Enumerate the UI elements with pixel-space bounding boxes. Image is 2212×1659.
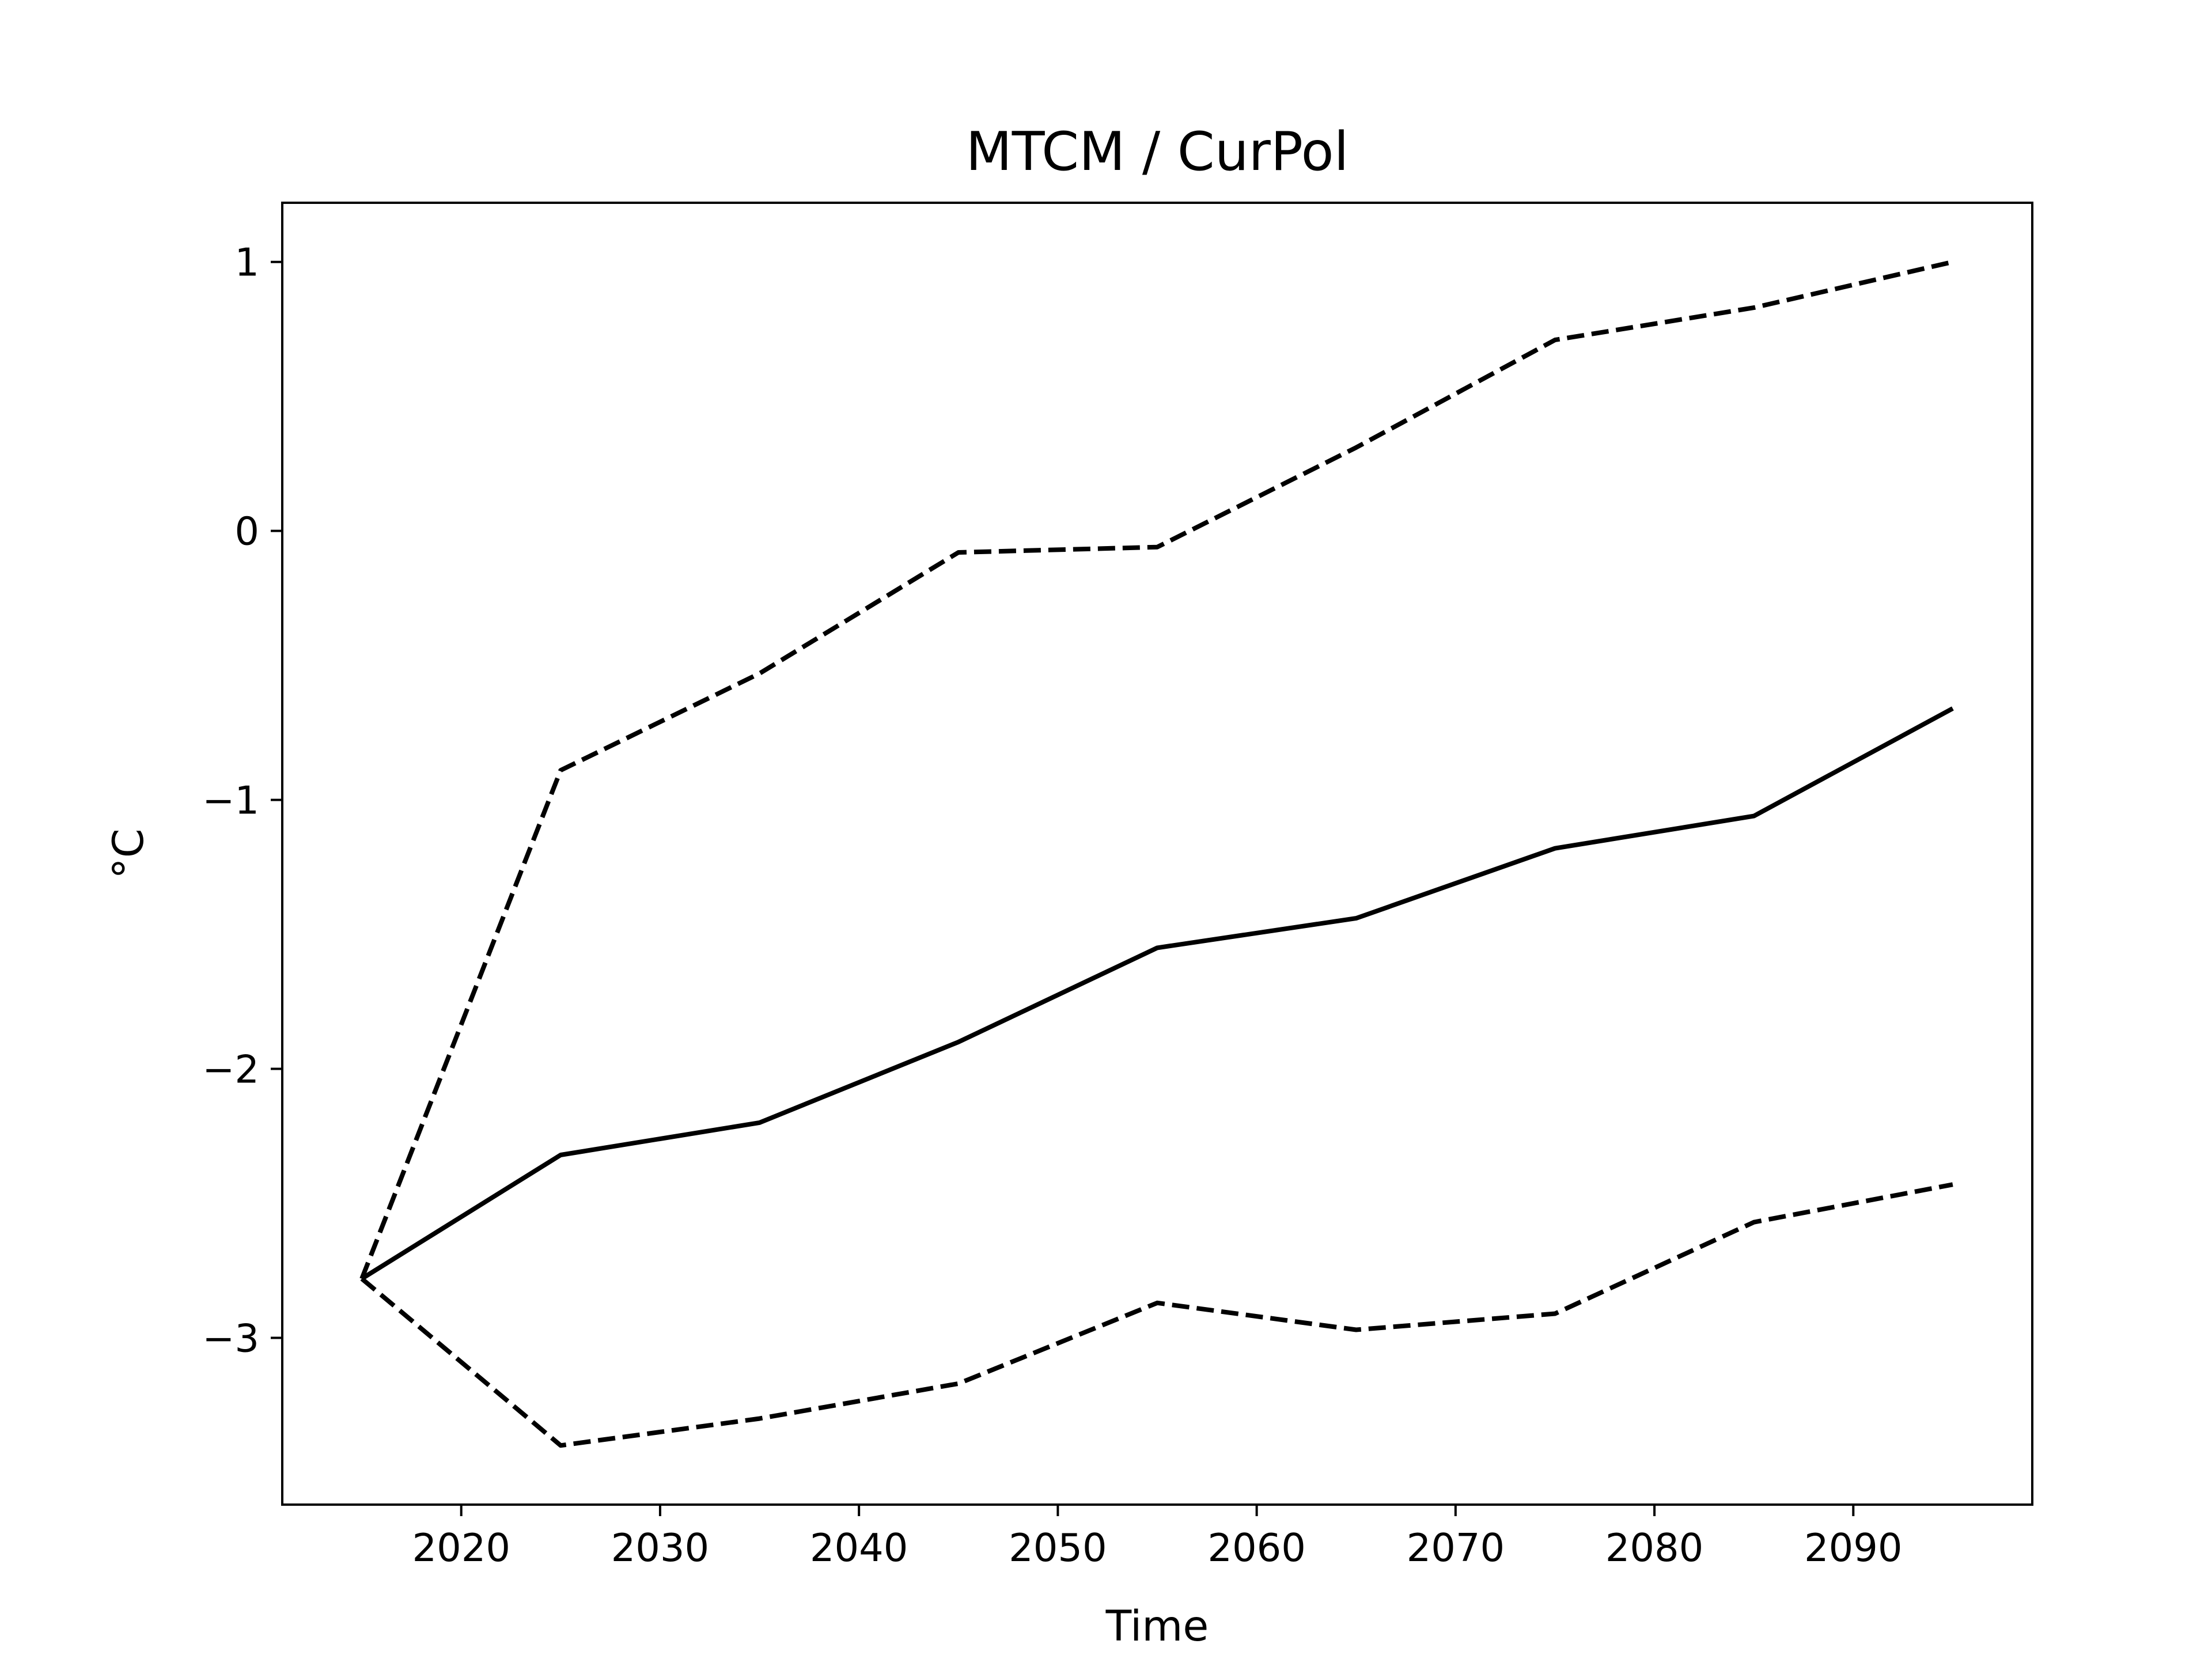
x-tick-label: 2050 (1009, 1525, 1107, 1570)
chart-title: MTCM / CurPol (966, 120, 1349, 183)
y-tick-label: 1 (234, 240, 259, 285)
dashed-series-line (359, 259, 1953, 1280)
y-axis-ticks: 1 0 −1 −2 −3 (202, 240, 282, 1361)
solid-series-line (360, 706, 1954, 1281)
x-tick-label: 2040 (810, 1525, 908, 1570)
x-tick-label: 2070 (1407, 1525, 1505, 1570)
y-tick-label: −2 (202, 1047, 259, 1092)
x-axis-ticks: 2020 2030 2040 2050 2060 2070 2080 2090 (412, 1505, 1903, 1570)
x-tick-label: 2090 (1804, 1525, 1903, 1570)
x-tick-label: 2080 (1605, 1525, 1704, 1570)
y-axis-label: °C (104, 828, 153, 878)
y-tick-label: −3 (202, 1316, 259, 1361)
x-axis-label: Time (1105, 1602, 1209, 1651)
x-tick-label: 2060 (1207, 1525, 1306, 1570)
series-layer (359, 259, 1954, 1448)
x-tick-label: 2030 (611, 1525, 710, 1570)
x-tick-label: 2020 (412, 1525, 510, 1570)
plot-frame (281, 202, 2033, 1506)
dashed-series-line (360, 1182, 1953, 1448)
y-tick-label: −1 (202, 778, 259, 823)
y-tick-label: 0 (234, 509, 259, 554)
